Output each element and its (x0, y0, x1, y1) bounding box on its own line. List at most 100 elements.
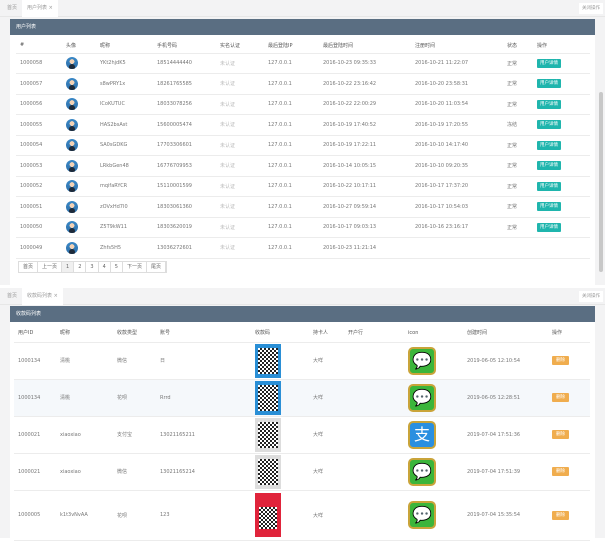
column-header: 头像 (62, 38, 96, 54)
avatar-cell (62, 114, 96, 136)
user-id: 1000005 (14, 490, 56, 541)
payment-type: 微信 (113, 342, 156, 380)
table-row: 1000056 lCoKUTUC 18033078256 未认证 127.0.0.1 20… (16, 94, 590, 115)
nickname: xiaoxiao (56, 416, 113, 454)
created-time: 2019-07-04 17:51:36 (463, 416, 548, 454)
created-time: 2019-06-05 12:28:51 (463, 379, 548, 417)
user-detail-button[interactable]: 用户详情 (537, 202, 561, 212)
phone: 15600005474 (153, 114, 216, 136)
tab-qrcode-list[interactable]: 收款码列表 × (22, 288, 63, 305)
qrcode-image[interactable] (255, 343, 281, 378)
page-link[interactable]: 首页 (19, 262, 39, 272)
user-id: 1000058 (16, 53, 62, 74)
status: 正常 (503, 73, 533, 95)
qrcode-image[interactable] (255, 454, 281, 489)
delete-button[interactable]: 删除 (552, 393, 569, 402)
page-link[interactable]: 5 (111, 262, 123, 272)
last-login-ip: 127.0.0.1 (264, 237, 319, 259)
nickname: mqifaRYCR (96, 176, 153, 197)
column-header: 昵称 (56, 324, 113, 343)
column-header: 状态 (503, 38, 533, 54)
last-login-ip: 127.0.0.1 (264, 73, 319, 95)
column-header: 用户ID (14, 324, 56, 343)
user-detail-button[interactable]: 用户详情 (537, 79, 561, 89)
avatar-cell (62, 176, 96, 197)
auth-status: 未认证 (216, 217, 264, 238)
delete-button[interactable]: 删除 (552, 430, 569, 439)
avatar (66, 77, 78, 90)
register-time: 2016-10-19 17:20:55 (411, 114, 503, 136)
avatar (66, 180, 78, 193)
user-detail-button[interactable]: 用户详情 (537, 140, 561, 150)
user-detail-button[interactable]: 用户详情 (537, 120, 561, 130)
auth-status: 未认证 (216, 155, 264, 177)
page-link[interactable]: 1 (62, 262, 75, 272)
last-login-ip: 127.0.0.1 (264, 135, 319, 156)
table-row: 1000021 xiaoxiao 支付宝 13021165211 大咩 支 2019-07-… (14, 416, 590, 454)
status: 正常 (503, 135, 533, 156)
phone: 13036272601 (153, 237, 216, 259)
tab-bar: 首页 收款码列表 × 关闭操作 (0, 288, 605, 305)
account: 13021165211 (156, 416, 251, 454)
nickname: lCoKUTUC (96, 94, 153, 115)
action-cell (533, 237, 590, 259)
action-cell: 删除 (548, 379, 590, 417)
avatar (66, 200, 78, 213)
user-detail-button[interactable]: 用户详情 (537, 58, 561, 68)
card-holder: 大咩 (309, 453, 344, 491)
user-detail-button[interactable]: 用户详情 (537, 99, 561, 109)
delete-button[interactable]: 删除 (552, 356, 569, 365)
tab-home[interactable]: 首页 (7, 293, 18, 299)
qrcode-cell (251, 342, 309, 380)
action-cell: 用户详情 (533, 196, 590, 218)
tab-home[interactable]: 首页 (7, 5, 18, 11)
phone: 18033078256 (153, 94, 216, 115)
close-operations-button[interactable]: 关闭操作 (579, 291, 603, 302)
register-time: 2016-10-16 23:16:17 (411, 217, 503, 238)
user-detail-button[interactable]: 用户详情 (537, 161, 561, 171)
qrcode-image[interactable] (255, 417, 281, 452)
register-time: 2016-10-21 11:22:07 (411, 53, 503, 74)
page-link[interactable]: 3 (86, 262, 99, 272)
column-header: 创建时间 (463, 324, 548, 343)
last-login-time: 2016-10-22 22:00:29 (319, 94, 411, 115)
created-time: 2019-06-05 12:10:54 (463, 342, 548, 380)
delete-button[interactable]: 删除 (552, 467, 569, 476)
qrcode-image[interactable] (255, 493, 281, 537)
user-detail-button[interactable]: 用户详情 (537, 222, 561, 232)
avatar-cell (62, 135, 96, 156)
action-cell: 删除 (548, 490, 590, 541)
auth-status: 未认证 (216, 114, 264, 136)
column-header: 操作 (548, 324, 590, 343)
user-id: 1000056 (16, 94, 62, 115)
table-row: 1000134 清桃 花呗 Rrrd 大咩 💬 2019-06-05 12:28:51 删除 (14, 379, 590, 417)
tab-user-list[interactable]: 用户列表 × (22, 0, 58, 17)
page-link[interactable]: 2 (74, 262, 87, 272)
delete-button[interactable]: 删除 (552, 510, 569, 520)
avatar (66, 159, 78, 172)
auth-status: 未认证 (216, 53, 264, 74)
page-link[interactable]: 尾页 (147, 262, 166, 272)
nickname: LRkbGen48 (96, 155, 153, 177)
close-operations-button[interactable]: 关闭操作 (579, 3, 603, 14)
avatar (66, 98, 78, 111)
user-detail-button[interactable]: 用户详情 (537, 181, 561, 191)
auth-status: 未认证 (216, 176, 264, 197)
scrollbar[interactable] (599, 92, 603, 272)
page-link[interactable]: 下一页 (123, 262, 147, 272)
qrcode-image[interactable] (255, 380, 281, 415)
auth-status: 未认证 (216, 237, 264, 259)
nickname: Zhfs5H5 (96, 237, 153, 259)
wechat-icon: 💬 (408, 383, 436, 412)
qrcode-table: 用户ID 昵称 收款类型 账号 收款码 持卡人 开户行 icon 创建时间 操作 1000134 清… (14, 324, 590, 541)
page-link[interactable]: 上一页 (38, 262, 63, 272)
wechat-icon: 💬 (408, 501, 436, 529)
phone: 18514444440 (153, 53, 216, 74)
user-id: 1000050 (16, 217, 62, 238)
nickname: HAS2bsAst (96, 114, 153, 136)
page-link[interactable]: 4 (99, 262, 111, 272)
avatar-cell (62, 53, 96, 74)
column-header: 昵称 (96, 38, 153, 54)
created-time: 2019-07-04 17:51:39 (463, 453, 548, 491)
register-time: 2016-10-20 11:03:54 (411, 94, 503, 115)
